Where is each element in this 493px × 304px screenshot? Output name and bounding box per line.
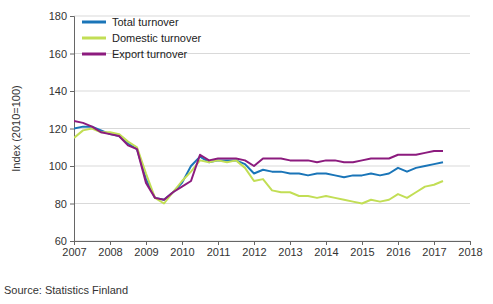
x-tick-mark [182, 241, 183, 245]
x-tick-mark [362, 241, 363, 245]
y-axis-title: Index (2010=100) [10, 85, 22, 172]
y-tick: 180 [49, 10, 74, 22]
x-axis: 2007 2008 2009 2010 2011 2012 2013 2014 2015 2016… [62, 241, 482, 258]
x-tick-label: 2018 [458, 246, 482, 258]
y-tick-label: 140 [49, 85, 67, 97]
x-tick-label: 2010 [170, 246, 194, 258]
x-tick-label: 2008 [98, 246, 122, 258]
legend-item: Domestic turnover [82, 32, 202, 44]
x-tick-label: 2013 [278, 246, 302, 258]
x-tick-mark [146, 241, 147, 245]
x-tick: 2009 [134, 241, 158, 258]
x-tick: 2007 [62, 241, 86, 258]
x-tick-label: 2007 [62, 246, 86, 258]
y-tick-label: 80 [55, 198, 67, 210]
y-axis: 6080100120140160180 [49, 10, 75, 247]
x-tick: 2008 [98, 241, 122, 258]
x-tick: 2013 [278, 241, 302, 258]
x-tick: 2017 [422, 241, 446, 258]
y-axis-line [70, 17, 75, 242]
grid [74, 16, 470, 241]
legend-swatch [82, 21, 106, 24]
x-tick: 2015 [350, 241, 374, 258]
y-tick: 160 [49, 48, 74, 60]
x-tick-mark [398, 241, 399, 245]
plot: 6080100120140160180200720082009201020112… [49, 10, 483, 258]
legend-swatch [82, 37, 106, 40]
y-tick: 120 [49, 123, 74, 135]
y-tick: 80 [55, 198, 74, 210]
x-tick-mark [434, 241, 435, 245]
x-tick-mark [74, 241, 75, 245]
y-tick-mark [70, 16, 74, 17]
series-line [74, 129, 443, 204]
x-tick-label: 2015 [350, 246, 374, 258]
legend: Total turnover Domestic turnover Export tu… [82, 16, 202, 60]
x-tick: 2010 [170, 241, 194, 258]
legend-label: Total turnover [112, 16, 179, 28]
x-tick-label: 2016 [386, 246, 410, 258]
y-tick: 100 [49, 160, 74, 172]
grid-line [74, 91, 470, 92]
grid-line [74, 166, 470, 167]
y-tick-mark [70, 166, 74, 167]
x-tick: 2011 [207, 241, 231, 258]
x-tick-mark [218, 241, 219, 245]
grid-line [74, 128, 470, 129]
chart: 6080100120140160180200720082009201020112… [0, 0, 493, 304]
y-tick-mark [70, 91, 74, 92]
x-tick-label: 2011 [207, 246, 231, 258]
legend-swatch [82, 53, 106, 56]
y-tick-label: 100 [49, 160, 67, 172]
x-axis-line [75, 242, 471, 246]
legend-item: Total turnover [82, 16, 179, 28]
x-tick: 2012 [242, 241, 266, 258]
x-tick-mark [254, 241, 255, 245]
y-tick-mark [70, 54, 74, 55]
lines [74, 121, 443, 204]
y-tick-label: 160 [49, 48, 67, 60]
x-tick-mark [326, 241, 327, 245]
legend-label: Domestic turnover [112, 32, 202, 44]
source: Source: Statistics Finland [4, 284, 128, 296]
y-tick-label: 120 [49, 123, 67, 135]
x-tick-label: 2012 [242, 246, 266, 258]
legend-label: Export turnover [112, 48, 188, 60]
y-tick-mark [70, 241, 74, 242]
x-tick-mark [290, 241, 291, 245]
x-tick-label: 2014 [314, 246, 338, 258]
y-tick-mark [70, 204, 74, 205]
x-tick: 2016 [386, 241, 410, 258]
legend-item: Export turnover [82, 48, 188, 60]
x-tick-mark [110, 241, 111, 245]
y-tick-label: 180 [49, 10, 67, 22]
x-tick: 2014 [314, 241, 338, 258]
y-tick: 140 [49, 85, 74, 97]
x-tick: 2018 [458, 241, 482, 258]
x-tick-label: 2009 [134, 246, 158, 258]
x-tick-mark [470, 241, 471, 245]
y-tick-mark [70, 129, 74, 130]
grid-line [74, 203, 470, 204]
x-tick-label: 2017 [422, 246, 446, 258]
series-line [74, 121, 443, 200]
